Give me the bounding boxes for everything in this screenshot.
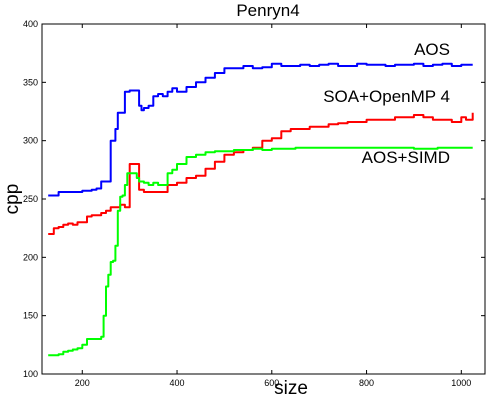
series-label-aos: AOS	[414, 40, 450, 59]
series-line-soa-openmp-4	[48, 112, 474, 235]
plot-frame	[41, 23, 486, 375]
y-tick-label: 350	[23, 77, 38, 87]
x-tick-label: 600	[264, 378, 279, 388]
series-line-aos-simd	[48, 146, 473, 357]
x-axis-title: size	[274, 378, 308, 399]
y-axis-title: cpp	[2, 184, 23, 215]
y-tick-label: 250	[23, 194, 38, 204]
y-tick-label: 200	[23, 252, 38, 262]
x-tick-label: 400	[170, 378, 185, 388]
chart-title: Penryn4	[236, 1, 299, 20]
y-tick-label: 100	[23, 369, 38, 379]
y-tick-label: 150	[23, 311, 38, 321]
y-axis: 100 150 200 250 300 350 400	[23, 19, 485, 379]
x-tick-label: 1000	[451, 378, 471, 388]
x-tick-label: 200	[75, 378, 90, 388]
x-axis: 200 400 600 800 1000	[75, 24, 471, 388]
series-lines	[48, 62, 474, 357]
y-tick-label: 300	[23, 136, 38, 146]
series-label-aos-simd: AOS+SIMD	[362, 148, 450, 167]
y-tick-label: 400	[23, 19, 38, 29]
x-tick-label: 800	[359, 378, 374, 388]
series-line-aos	[48, 62, 473, 197]
series-label-soa-openmp: SOA+OpenMP 4	[323, 87, 450, 106]
